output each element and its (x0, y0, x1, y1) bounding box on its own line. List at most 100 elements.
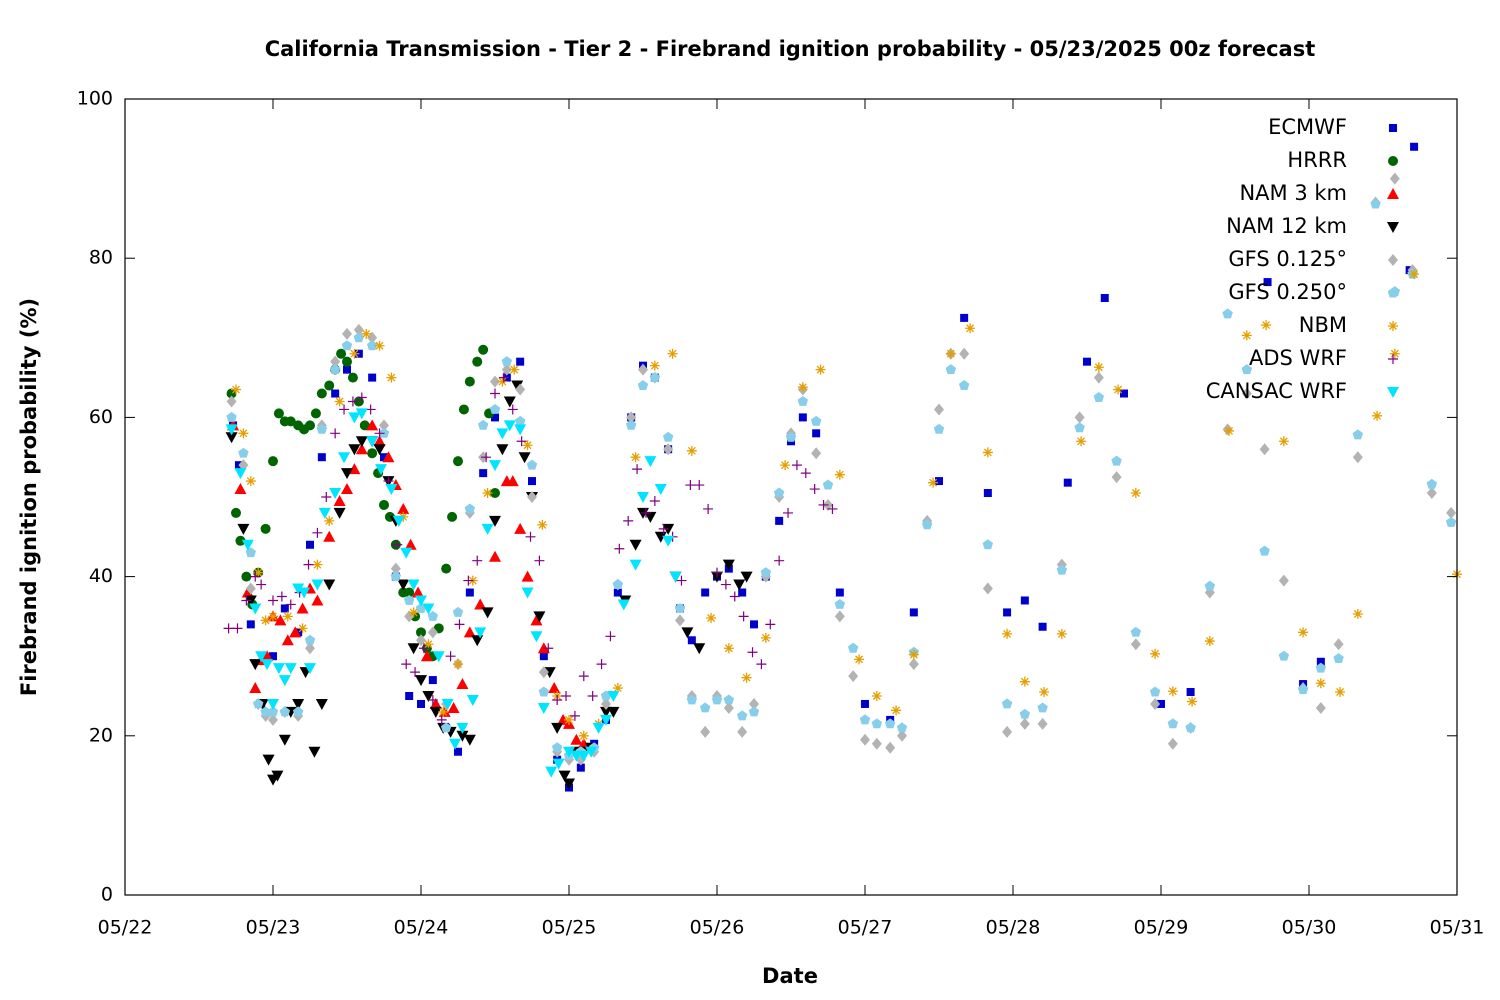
data-point (612, 579, 624, 590)
data-point (498, 372, 509, 383)
data-point (737, 725, 748, 738)
data-point (760, 632, 771, 643)
data-point (637, 492, 649, 503)
data-point (722, 559, 735, 571)
data-point (278, 675, 291, 687)
data-point (427, 610, 439, 621)
data-point (1130, 638, 1141, 651)
data-point (681, 627, 694, 639)
data-point (342, 327, 352, 340)
data-point (304, 663, 316, 675)
x-tick-label: 05/30 (1282, 917, 1337, 939)
data-point (507, 404, 518, 415)
data-point (226, 395, 237, 408)
data-point (458, 404, 469, 415)
data-point (496, 428, 509, 440)
data-point (490, 388, 500, 399)
data-point (506, 475, 519, 487)
data-point (456, 678, 469, 690)
data-point (441, 563, 452, 574)
data-point (662, 431, 674, 442)
data-point (1278, 436, 1289, 447)
data-point (576, 763, 585, 772)
data-point (834, 469, 845, 480)
data-point (637, 380, 649, 391)
data-point (662, 535, 675, 547)
data-point (596, 659, 607, 670)
data-point (491, 413, 499, 422)
data-point (654, 484, 667, 496)
data-point (324, 515, 335, 526)
data-point (617, 599, 630, 611)
data-point (292, 698, 305, 710)
data-point (292, 583, 305, 595)
data-point (323, 530, 336, 542)
data-point (238, 428, 249, 439)
data-point (740, 571, 753, 583)
data-point (306, 540, 314, 549)
data-point (1019, 717, 1030, 730)
data-point (1241, 387, 1252, 400)
data-point (231, 507, 241, 518)
data-point (834, 610, 845, 623)
data-point (756, 659, 767, 670)
data-point (921, 519, 933, 530)
data-point (267, 706, 279, 717)
data-point (607, 691, 620, 702)
data-point (1111, 455, 1122, 466)
data-point (960, 313, 969, 322)
data-point (563, 778, 575, 790)
data-point (548, 682, 561, 694)
data-point (310, 408, 321, 419)
data-point (712, 567, 722, 578)
data-point (700, 725, 711, 738)
data-point (1445, 516, 1457, 527)
data-point (791, 460, 802, 471)
data-point (871, 737, 882, 750)
data-point (392, 539, 403, 550)
data-point (249, 682, 262, 694)
data-point (342, 356, 352, 367)
legend-label: NBM (1299, 313, 1347, 337)
data-point (534, 555, 545, 566)
data-point (587, 691, 598, 701)
data-point (316, 423, 328, 434)
data-point (272, 663, 285, 675)
data-point (1130, 626, 1142, 637)
data-point (347, 396, 358, 407)
data-point (736, 710, 748, 721)
data-point (225, 432, 238, 444)
data-point (676, 575, 687, 586)
data-point (490, 488, 500, 499)
data-point (429, 697, 442, 709)
data-point (225, 424, 238, 436)
data-point (1315, 701, 1326, 714)
data-point (1100, 294, 1109, 302)
data-point (538, 686, 550, 697)
data-point (281, 634, 294, 646)
data-point (552, 694, 563, 705)
data-point (809, 484, 820, 495)
data-point (318, 507, 331, 519)
series (226, 344, 500, 662)
data-point (273, 408, 284, 419)
data-point (317, 453, 326, 462)
data-point (366, 340, 378, 351)
data-point (543, 643, 554, 654)
data-point (983, 489, 992, 498)
data-point (935, 477, 943, 486)
data-point (530, 631, 543, 643)
series (225, 408, 682, 778)
data-point (1150, 648, 1161, 659)
data-point (334, 396, 345, 407)
data-point (1074, 411, 1085, 424)
data-point (390, 562, 401, 575)
data-point (341, 468, 353, 480)
data-point (1204, 636, 1215, 647)
data-point (429, 706, 442, 718)
data-point (382, 451, 395, 463)
data-point (1426, 487, 1437, 500)
data-point (503, 420, 516, 432)
